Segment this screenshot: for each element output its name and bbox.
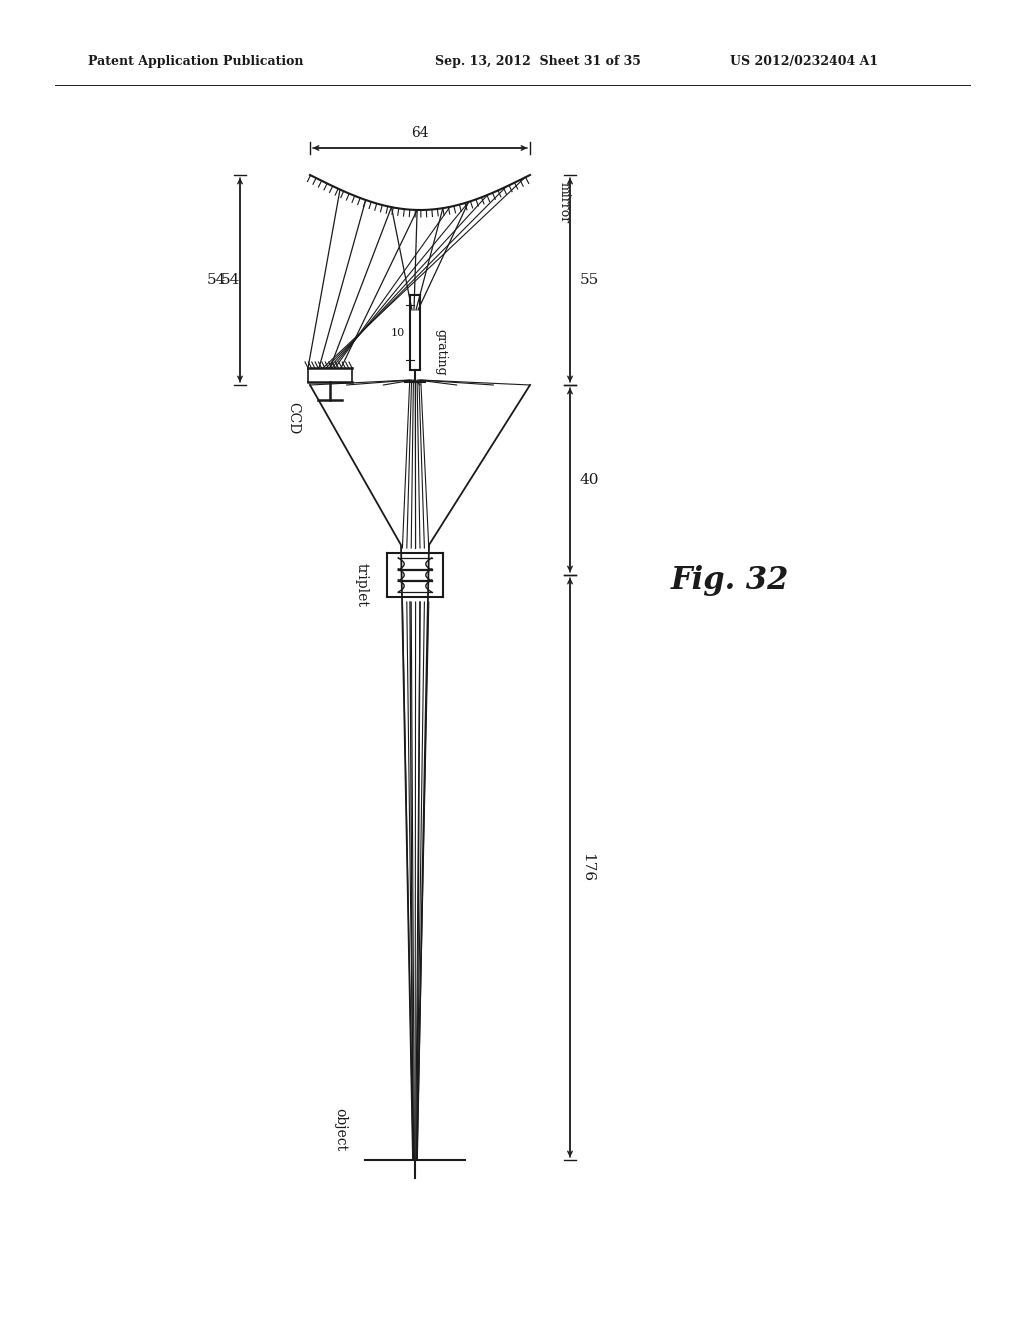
Text: 10: 10	[391, 327, 406, 338]
Text: 54: 54	[220, 273, 240, 286]
Text: grating: grating	[434, 329, 447, 376]
Text: 54: 54	[207, 273, 226, 286]
Text: 40: 40	[580, 473, 599, 487]
Text: CCD: CCD	[286, 401, 300, 434]
Text: Sep. 13, 2012  Sheet 31 of 35: Sep. 13, 2012 Sheet 31 of 35	[435, 55, 641, 69]
Text: 176: 176	[580, 853, 594, 882]
Text: 55: 55	[580, 273, 599, 286]
Text: Fig. 32: Fig. 32	[671, 565, 790, 595]
Text: US 2012/0232404 A1: US 2012/0232404 A1	[730, 55, 879, 69]
Text: 64: 64	[412, 125, 429, 140]
Text: mirror: mirror	[558, 182, 571, 223]
Text: Patent Application Publication: Patent Application Publication	[88, 55, 303, 69]
Text: triplet: triplet	[355, 564, 369, 607]
Text: object: object	[333, 1109, 347, 1151]
